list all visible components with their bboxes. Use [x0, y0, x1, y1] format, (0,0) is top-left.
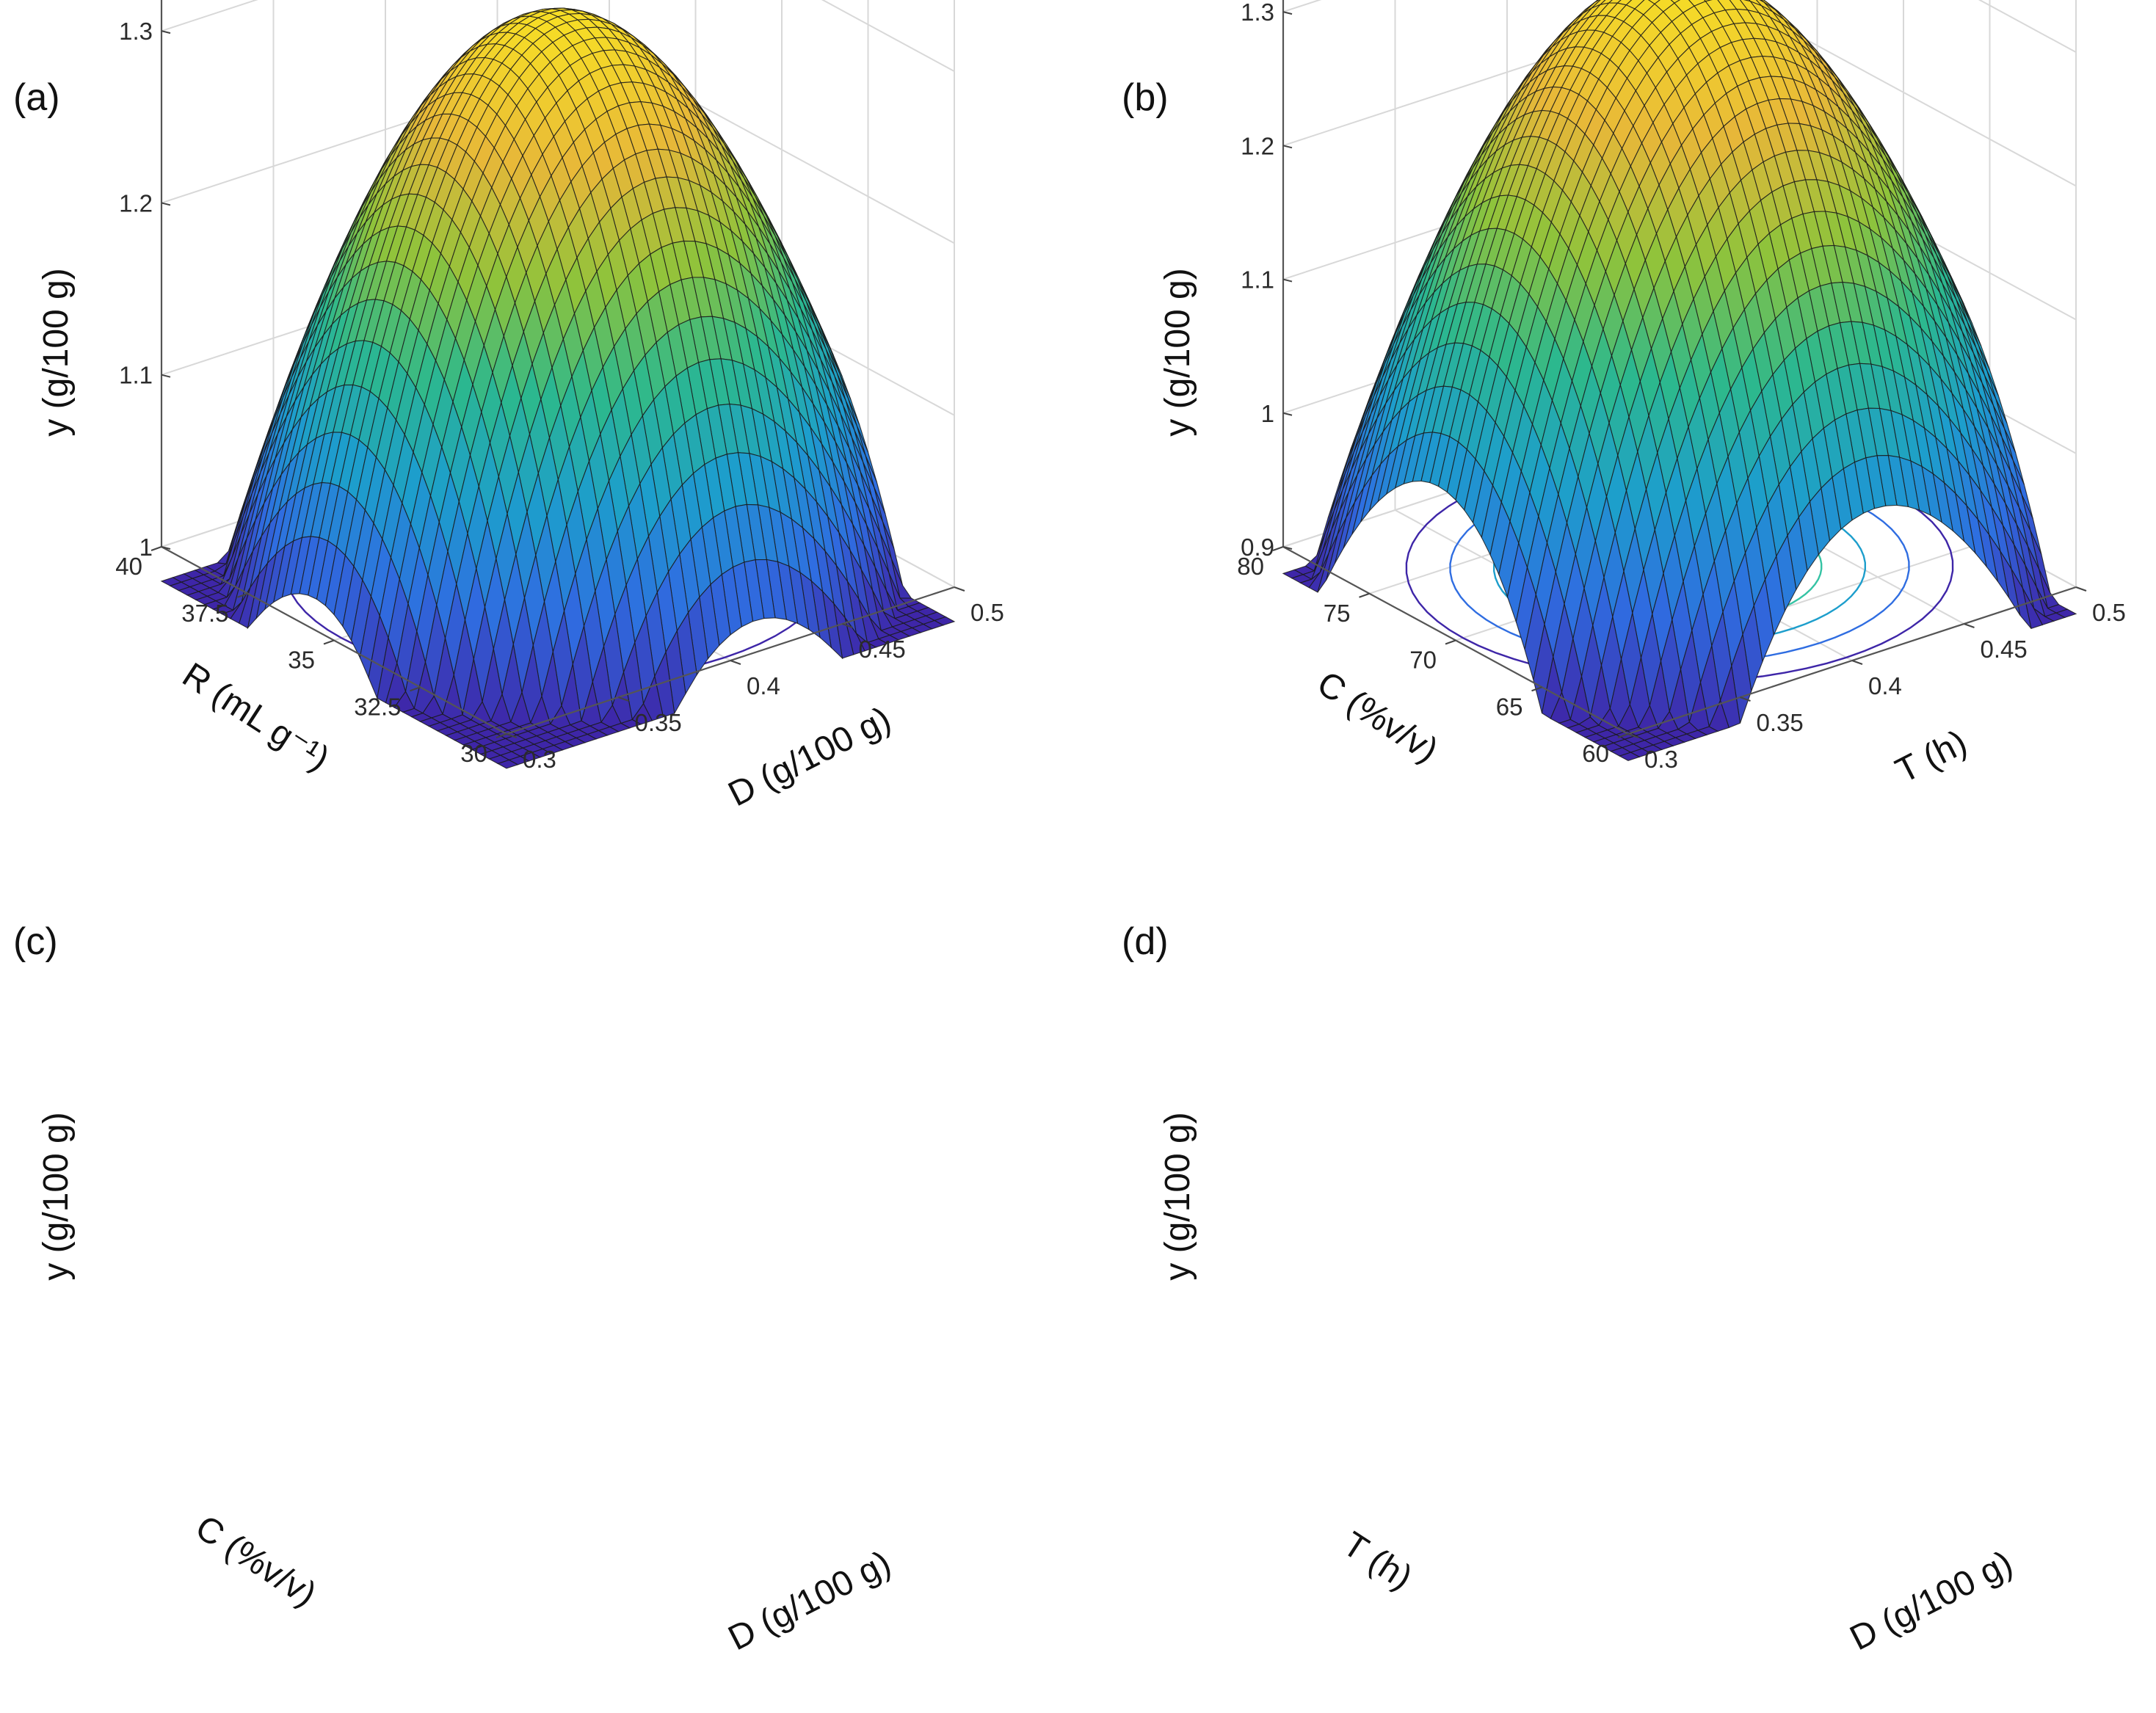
- response-surface: [1282, 0, 2077, 761]
- wall-gridline: [821, 0, 955, 73]
- panel-label: (b): [1122, 76, 1169, 119]
- x-tick-mark: [1964, 623, 1975, 628]
- y-tick-mark: [150, 546, 162, 551]
- panel-a: (a) 1 1.1 1.2 1.3 30 32.5 35 37.5 40 0.3 0.35 0.4…: [13, 0, 1004, 814]
- x-tick-label: 0.4: [747, 672, 780, 699]
- y-tick-mark: [1617, 733, 1629, 738]
- y-tick-label: 80: [1237, 553, 1264, 580]
- y-tick-mark: [496, 733, 507, 738]
- x-tick-mark: [954, 586, 965, 592]
- z-tick-mark: [1282, 278, 1293, 283]
- y-tick-mark: [410, 686, 421, 692]
- x-tick-label: 0.35: [635, 709, 682, 736]
- y-tick-label: 40: [115, 553, 142, 580]
- z-tick-mark: [1282, 546, 1293, 550]
- z-tick-mark: [161, 546, 171, 550]
- z-axis-title: y (g/100 g): [1158, 268, 1197, 436]
- x-axis-ticks: 0.3 0.35 0.4 0.45 0.5: [506, 586, 1004, 773]
- y-axis-ticks: 30 32.5 35 37.5 40: [115, 546, 507, 767]
- x-axis-ticks: 0.3 0.35 0.4 0.45 0.5: [1627, 586, 2126, 773]
- surface-patch: [1618, 752, 1641, 761]
- z-tick-mark: [161, 374, 171, 378]
- y-tick-label: 32.5: [354, 693, 401, 720]
- y-tick-label: 35: [288, 647, 315, 674]
- y-tick-mark: [1359, 592, 1370, 598]
- z-axis-ticks: 1 1.1 1.2 1.3: [119, 18, 171, 561]
- x-tick-label: 0.35: [1757, 709, 1804, 736]
- z-tick-label: 1.3: [119, 18, 153, 45]
- y-tick-label: 30: [460, 740, 487, 767]
- z-tick-mark: [1282, 412, 1293, 416]
- z-tick-mark: [161, 30, 171, 34]
- z-tick-label: 0.9: [1241, 534, 1274, 561]
- y-tick-mark: [1531, 686, 1542, 692]
- z-axis-title: y (g/100 g): [37, 268, 76, 436]
- y-tick-label: 65: [1496, 693, 1523, 720]
- panel-label: (c): [13, 920, 58, 963]
- z-tick-mark: [1282, 11, 1293, 15]
- z-tick-label: 1.3: [1241, 0, 1274, 26]
- surface-patch: [1670, 0, 1681, 4]
- x-tick-mark: [2075, 586, 2087, 592]
- wall-gridline: [161, 0, 258, 32]
- z-tick-label: 1.1: [119, 362, 153, 389]
- y-tick-label: 70: [1409, 647, 1437, 674]
- z-axis-ticks: 0.9 1 1.1 1.2 1.3: [1241, 0, 1293, 561]
- x-tick-mark: [506, 733, 518, 738]
- x-tick-label: 0.4: [1868, 672, 1902, 699]
- z-axis-title: y (g/100 g): [1158, 1112, 1197, 1280]
- panel-label: (d): [1122, 920, 1169, 963]
- y-tick-label: 37.5: [181, 600, 228, 627]
- y-tick-mark: [1272, 546, 1284, 551]
- x-tick-mark: [1627, 733, 1639, 738]
- x-tick-label: 0.45: [1981, 636, 2028, 663]
- z-tick-label: 1.2: [119, 189, 153, 217]
- wall-gridline: [1978, 0, 2077, 53]
- x-tick-label: 0.5: [970, 599, 1004, 626]
- x-tick-mark: [618, 697, 629, 702]
- y-tick-label: 60: [1582, 740, 1609, 767]
- z-tick-label: 1.2: [1241, 132, 1274, 159]
- y-tick-label: 75: [1324, 600, 1351, 627]
- x-tick-label: 0.5: [2092, 599, 2126, 626]
- z-axis-title: y (g/100 g): [37, 1112, 76, 1280]
- panel-label: (a): [13, 76, 60, 119]
- y-tick-mark: [1445, 639, 1456, 645]
- y-axis-ticks: 60 65 70 75 80: [1237, 546, 1629, 767]
- x-tick-mark: [730, 660, 741, 665]
- x-tick-mark: [1740, 697, 1751, 702]
- x-tick-mark: [842, 623, 853, 628]
- z-tick-label: 1: [139, 534, 153, 561]
- surface-patch: [496, 759, 519, 769]
- z-tick-mark: [1282, 145, 1293, 149]
- response-surface: [160, 7, 956, 769]
- z-tick-mark: [161, 202, 171, 206]
- y-tick-mark: [237, 592, 248, 598]
- z-tick-label: 1.1: [1241, 266, 1274, 294]
- x-tick-label: 0.3: [523, 746, 556, 773]
- x-tick-label: 0.45: [859, 636, 906, 663]
- y-tick-mark: [323, 639, 335, 645]
- z-tick-label: 1: [1261, 400, 1274, 427]
- x-tick-mark: [1851, 660, 1863, 665]
- x-tick-label: 0.3: [1644, 746, 1678, 773]
